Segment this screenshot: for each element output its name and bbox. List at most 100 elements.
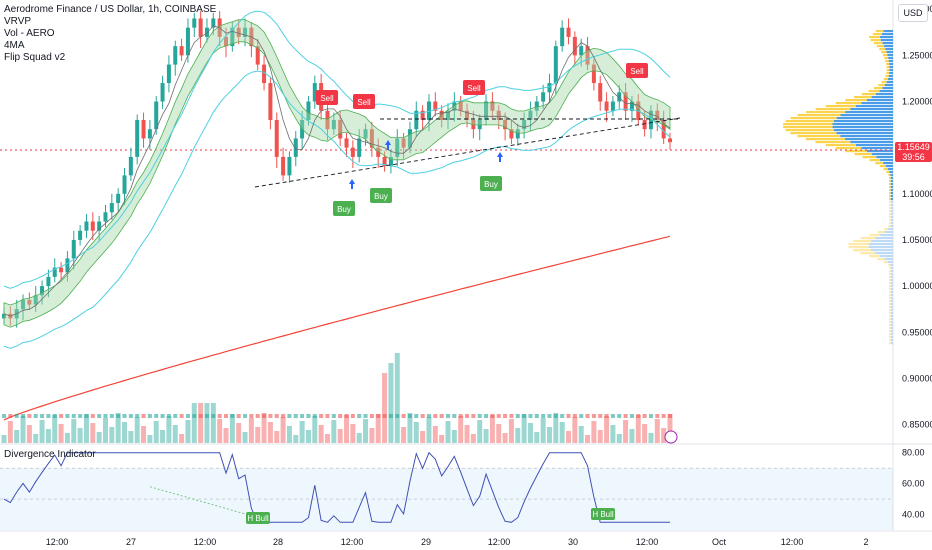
candle-body bbox=[306, 101, 311, 120]
indicator-volume[interactable]: Vol - AERO bbox=[4, 28, 55, 39]
oscillator-tick-label: 60.00 bbox=[902, 479, 925, 489]
vrvp-bar-up bbox=[889, 210, 891, 213]
price-tick-label: 1.25000 bbox=[902, 50, 932, 60]
candle-body bbox=[598, 83, 603, 102]
divergence-indicator-title[interactable]: Divergence Indicator bbox=[4, 449, 96, 460]
vrvp-bar-up bbox=[885, 75, 889, 78]
currency-button[interactable]: USD bbox=[898, 4, 928, 22]
vrvp-bar-up bbox=[889, 282, 891, 285]
vrvp-bar-down bbox=[850, 141, 893, 144]
indicator-flip-squad[interactable]: Flip Squad v2 bbox=[4, 52, 66, 63]
indicator-vrvp[interactable]: VRVP bbox=[4, 16, 32, 27]
volume-bar bbox=[350, 424, 356, 443]
candle-body bbox=[642, 119, 647, 130]
volume-signal-dot bbox=[547, 414, 552, 418]
volume-signal-dot bbox=[623, 414, 628, 418]
volume-bar bbox=[464, 425, 470, 443]
volume-signal-dot bbox=[33, 414, 38, 418]
volume-signal-dot bbox=[293, 414, 298, 418]
indicator-4ma[interactable]: 4MA bbox=[4, 40, 25, 51]
volume-signal-dot bbox=[585, 414, 590, 418]
vrvp-bar-down bbox=[890, 297, 893, 300]
vrvp-bar-down bbox=[861, 102, 893, 105]
vrvp-bar-up bbox=[886, 69, 890, 72]
volume-bar bbox=[420, 431, 426, 443]
vrvp-bar-down bbox=[890, 270, 893, 273]
vrvp-bar-down bbox=[890, 282, 893, 285]
volume-bar bbox=[128, 431, 134, 443]
volume-bar bbox=[153, 421, 159, 443]
vrvp-bar-down bbox=[890, 204, 893, 207]
vrvp-bar-down bbox=[870, 249, 893, 252]
vrvp-bar-up bbox=[797, 135, 841, 138]
candle-body bbox=[363, 129, 368, 139]
candle-body bbox=[560, 27, 565, 47]
vrvp-bar-up bbox=[889, 195, 891, 198]
volume-bar bbox=[134, 417, 140, 443]
vrvp-bar-down bbox=[886, 81, 893, 84]
buy-label: Buy bbox=[374, 192, 388, 201]
vrvp-bar-up bbox=[888, 174, 891, 177]
vrvp-bar-down bbox=[850, 108, 893, 111]
volume-signal-dot bbox=[217, 414, 222, 418]
arrow-up-icon bbox=[497, 152, 503, 162]
candle-body bbox=[204, 27, 209, 37]
candle-body bbox=[230, 27, 235, 47]
candle-body bbox=[655, 110, 660, 120]
volume-signal-dot bbox=[90, 414, 95, 418]
candle-body bbox=[515, 129, 520, 139]
vrvp-bar-up bbox=[790, 117, 837, 120]
sell-signal: Sell bbox=[626, 63, 648, 78]
vrvp-bar-down bbox=[884, 231, 893, 234]
volume-bar bbox=[483, 429, 489, 443]
vrvp-bar-up bbox=[889, 198, 891, 201]
time-tick-label: 12:00 bbox=[488, 537, 511, 547]
volume-bar bbox=[578, 426, 584, 443]
vrvp-bar-down bbox=[890, 216, 893, 219]
volume-bar bbox=[502, 433, 508, 443]
vrvp-bar-up bbox=[825, 105, 856, 108]
candle-body bbox=[414, 110, 419, 130]
vrvp-bar-up bbox=[878, 84, 885, 87]
time-tick-label: 12:00 bbox=[194, 537, 217, 547]
candle-body bbox=[617, 92, 622, 102]
volume-signal-dot bbox=[661, 414, 666, 418]
volume-signal-dot bbox=[433, 414, 438, 418]
volume-bar bbox=[26, 425, 32, 443]
volume-signal-dot bbox=[84, 414, 89, 418]
volume-bar bbox=[185, 420, 191, 443]
candle-body bbox=[97, 221, 102, 231]
vrvp-bar-up bbox=[881, 81, 887, 84]
vrvp-bar-up bbox=[889, 312, 891, 315]
candle-body bbox=[553, 46, 558, 84]
vrvp-bar-up bbox=[882, 54, 888, 57]
candle-body bbox=[541, 92, 546, 102]
alert-icon bbox=[664, 430, 678, 444]
volume-signal-dot bbox=[420, 414, 425, 418]
vrvp-bar-down bbox=[861, 147, 893, 150]
vrvp-bar-down bbox=[887, 168, 893, 171]
price-tick-label: 0.95000 bbox=[902, 327, 932, 337]
vrvp-bar-up bbox=[848, 243, 869, 246]
volume-bar bbox=[623, 420, 629, 443]
vrvp-bar-up bbox=[869, 36, 880, 39]
sell-label: Sell bbox=[357, 98, 371, 107]
volume-bar bbox=[661, 428, 667, 443]
volume-bar bbox=[407, 413, 413, 443]
price-tick-label: 1.10000 bbox=[902, 189, 932, 199]
buy-signal: Buy bbox=[333, 201, 355, 216]
vrvp-bar-down bbox=[890, 207, 893, 210]
vrvp-bar-down bbox=[890, 333, 893, 336]
volume-signal-dot bbox=[629, 414, 634, 418]
volume-bar bbox=[331, 420, 337, 443]
vrvp-bar-down bbox=[890, 300, 893, 303]
volume-bar bbox=[255, 427, 261, 443]
volume-signal-dot bbox=[243, 414, 248, 418]
vrvp-bar-up bbox=[889, 324, 891, 327]
vrvp-bar-down bbox=[890, 186, 893, 189]
arrow-up-icon bbox=[349, 179, 355, 189]
candle-body bbox=[141, 119, 146, 139]
volume-signal-dot bbox=[426, 414, 431, 418]
volume-signal-dot bbox=[52, 414, 57, 418]
